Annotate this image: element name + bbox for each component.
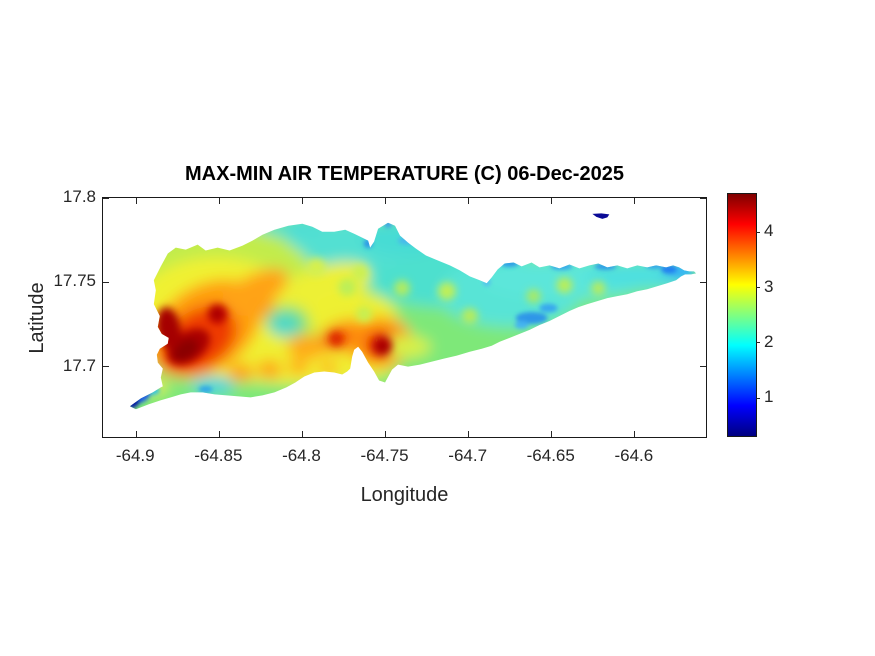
x-tick-label: -64.6 bbox=[614, 446, 654, 465]
heat-blob bbox=[227, 363, 254, 382]
y-tick-label: 17.8 bbox=[62, 187, 96, 206]
y-tick-mark bbox=[700, 281, 706, 283]
heat-blob bbox=[394, 280, 410, 297]
y-tick-label: 17.7 bbox=[62, 355, 96, 375]
x-tick-mark bbox=[634, 198, 636, 204]
hotspot-west-core-dark bbox=[173, 338, 199, 361]
coast-blue-patch bbox=[594, 262, 617, 270]
heat-blob bbox=[319, 360, 338, 375]
y-tick-mark bbox=[700, 197, 706, 199]
y-tick-mark bbox=[103, 281, 109, 283]
colorbar-tick-mark bbox=[756, 397, 760, 399]
sand-spit-cool bbox=[143, 385, 160, 396]
x-tick-label: -64.7 bbox=[448, 446, 488, 465]
x-axis-label: Longitude bbox=[360, 484, 449, 506]
x-tick-label: -64.9 bbox=[115, 446, 155, 465]
heat-blob bbox=[247, 295, 276, 319]
colorbar-tick-label: 3 bbox=[764, 276, 774, 296]
neck-blue-patch bbox=[482, 278, 491, 287]
x-tick-mark bbox=[468, 431, 470, 437]
x-tick-label: -64.85 bbox=[194, 446, 243, 465]
x-tick-mark bbox=[135, 431, 137, 437]
heat-blob bbox=[287, 334, 328, 359]
coast-blue-patch bbox=[550, 262, 573, 270]
heat-blob bbox=[526, 289, 541, 304]
x-tick-mark bbox=[301, 198, 303, 204]
x-tick-mark bbox=[218, 431, 220, 437]
colorbar bbox=[727, 193, 760, 437]
heat-blob bbox=[591, 281, 606, 296]
plot-area bbox=[102, 197, 707, 438]
x-tick-mark bbox=[135, 198, 137, 204]
southeast-coast-blue bbox=[515, 312, 548, 324]
x-tick-mark bbox=[634, 431, 636, 437]
islet-buck-island bbox=[592, 213, 610, 219]
heat-blob bbox=[257, 360, 282, 379]
y-tick-mark bbox=[103, 366, 109, 368]
heat-blob bbox=[288, 358, 309, 375]
y-tick-label: 17.75 bbox=[53, 271, 96, 291]
y-tick-mark bbox=[700, 366, 706, 368]
coast-blue-patch bbox=[384, 222, 393, 228]
x-tick-label: -64.65 bbox=[526, 446, 575, 465]
heat-blob bbox=[556, 277, 573, 294]
colorbar-tick-mark bbox=[756, 342, 760, 344]
x-tick-mark bbox=[385, 431, 387, 437]
island-heatmap bbox=[129, 222, 697, 410]
colorbar-tick-mark bbox=[756, 287, 760, 288]
x-tick-mark bbox=[551, 431, 553, 437]
coast-blue-patch bbox=[398, 236, 416, 245]
southwest-coast-cool-strip bbox=[190, 376, 235, 395]
hotspot-lobe-core bbox=[210, 308, 223, 320]
colorbar-tick-label: 1 bbox=[764, 387, 774, 407]
heat-blob bbox=[437, 282, 456, 301]
colorbar-tick-label: 4 bbox=[764, 221, 774, 241]
southeast-coast-blue bbox=[514, 320, 529, 329]
heat-blob bbox=[338, 278, 357, 297]
heat-blobs-medium bbox=[156, 258, 606, 366]
x-tick-label: -64.75 bbox=[360, 446, 409, 465]
heat-blob bbox=[352, 264, 369, 281]
y-tick-mark bbox=[103, 197, 109, 199]
coast-blue-patch bbox=[198, 385, 213, 393]
coast-blue-patch bbox=[645, 261, 664, 269]
island-contour-map bbox=[129, 213, 697, 410]
hotspot-ridge bbox=[329, 331, 344, 346]
east-tip-blue bbox=[661, 264, 678, 274]
heat-blob bbox=[216, 268, 289, 318]
colorbar-tick-label: 2 bbox=[764, 331, 774, 351]
plot-title: MAX-MIN AIR TEMPERATURE (C) 06-Dec-2025 bbox=[185, 163, 624, 185]
heat-blobs-large bbox=[129, 222, 697, 410]
coast-blue-patch bbox=[500, 259, 519, 267]
x-tick-mark bbox=[218, 198, 220, 204]
north-coast-rim bbox=[283, 222, 328, 230]
x-tick-mark bbox=[301, 431, 303, 437]
heat-blob bbox=[383, 335, 431, 358]
x-tick-mark bbox=[551, 198, 553, 204]
colorbar-tick-mark bbox=[756, 231, 760, 233]
southeast-coast-blue bbox=[539, 303, 558, 313]
x-tick-mark bbox=[468, 198, 470, 204]
x-tick-label: -64.8 bbox=[282, 446, 321, 465]
cool-pocket bbox=[268, 313, 301, 337]
x-tick-mark bbox=[385, 198, 387, 204]
heat-blob bbox=[461, 308, 478, 324]
heat-blob bbox=[307, 258, 326, 277]
north-notch-blue bbox=[363, 239, 373, 249]
heat-blob bbox=[356, 306, 373, 322]
hotspot-central-core-dark bbox=[377, 340, 390, 353]
colorbar-gradient bbox=[728, 194, 756, 436]
